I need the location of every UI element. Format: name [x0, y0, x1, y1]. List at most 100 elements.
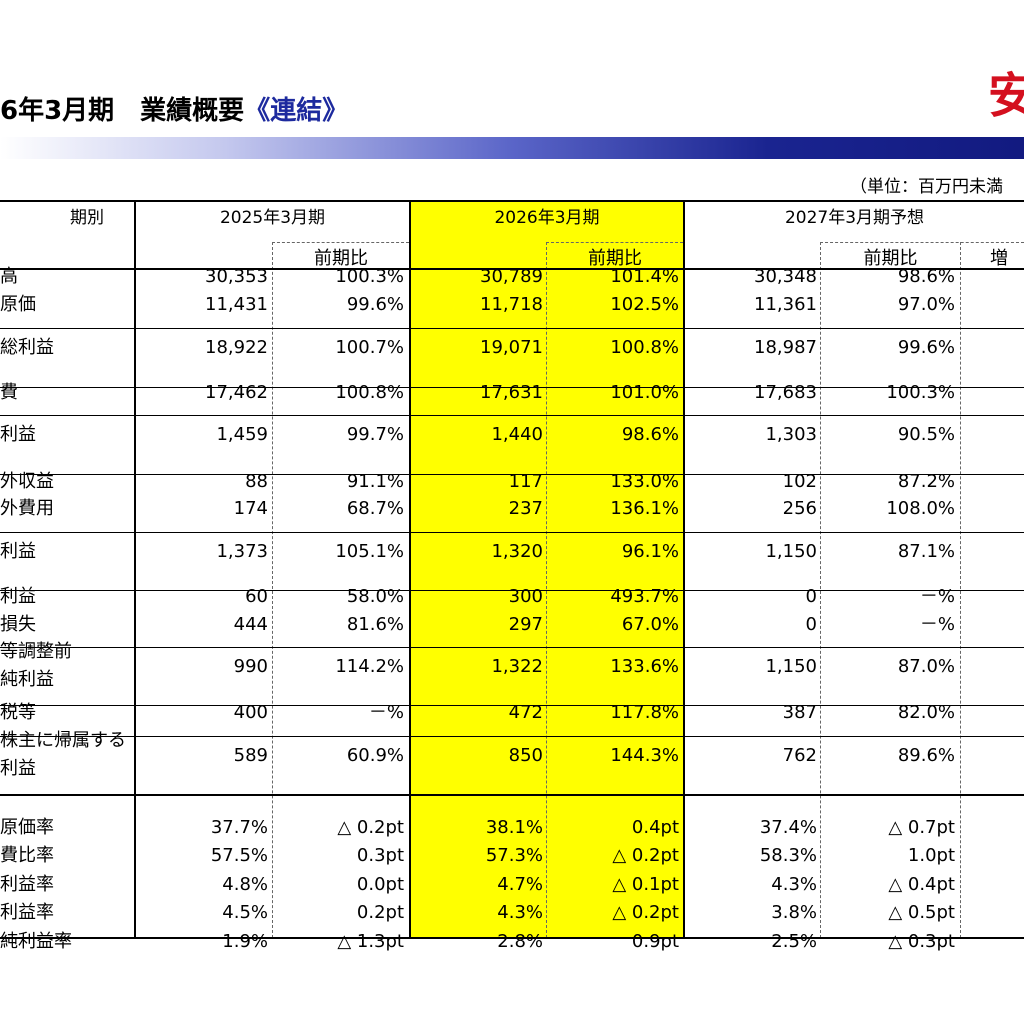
- table-cell-v26: 17,631: [480, 382, 543, 403]
- table-cell-r25: 0.2pt: [356, 902, 404, 923]
- table-cell-v26: 19,071: [480, 337, 543, 358]
- table-cell-v26: 472: [508, 702, 543, 723]
- row-label: 利益: [0, 424, 36, 445]
- row-label: 原価: [0, 294, 36, 315]
- table-cell-r26: 101.4%: [610, 266, 679, 287]
- row-label: 外収益: [0, 471, 54, 492]
- grid-line: [0, 647, 1024, 648]
- table-cell-r25: 99.6%: [346, 294, 404, 315]
- grid-line: [0, 415, 1024, 416]
- table-cell-r25: 99.7%: [346, 424, 404, 445]
- table-cell-v27: 18,987: [754, 337, 817, 358]
- grid-dash: [272, 242, 409, 243]
- table-cell-v27: 58.3%: [759, 845, 817, 866]
- table-cell-r26: △ 0.2pt: [612, 845, 679, 866]
- table-cell-v26: 2.8%: [497, 931, 543, 952]
- table-cell-v25: 30,353: [205, 266, 268, 287]
- table-cell-v25: 444: [233, 614, 268, 635]
- table-cell-v26: 850: [508, 745, 543, 766]
- table-cell-r25: △ 1.3pt: [337, 931, 404, 952]
- row-label: 純利益: [0, 669, 54, 690]
- table-cell-r25: 81.6%: [346, 614, 404, 635]
- row-label: 外費用: [0, 498, 54, 519]
- row-label: 利益: [0, 586, 36, 607]
- table-cell-v27: 4.3%: [771, 874, 817, 895]
- row-label: 利益率: [0, 902, 54, 923]
- table-cell-r26: 0.4pt: [631, 817, 679, 838]
- table-cell-v27: 256: [782, 498, 817, 519]
- table-cell-v26: 38.1%: [485, 817, 543, 838]
- header-yoy-2027: 前期比: [863, 248, 918, 269]
- row-label: 純利益率: [0, 931, 72, 952]
- table-cell-v26: 237: [508, 498, 543, 519]
- row-label: 利益: [0, 758, 36, 779]
- row-label: 原価率: [0, 817, 54, 838]
- table-cell-r25: 68.7%: [346, 498, 404, 519]
- table-cell-v25: 1,459: [216, 424, 268, 445]
- table-cell-v27: 30,348: [754, 266, 817, 287]
- row-label: 損失: [0, 614, 36, 635]
- table-cell-v25: 37.7%: [210, 817, 268, 838]
- grid-dash: [546, 242, 683, 243]
- table-cell-v25: 88: [245, 471, 268, 492]
- table-cell-r27: 87.1%: [897, 541, 955, 562]
- table-cell-r26: 67.0%: [621, 614, 679, 635]
- table-cell-r27: 97.0%: [897, 294, 955, 315]
- table-cell-r25: 58.0%: [346, 586, 404, 607]
- grid-line: [0, 532, 1024, 533]
- table-cell-v26: 1,440: [491, 424, 543, 445]
- table-cell-v26: 300: [508, 586, 543, 607]
- table-cell-v27: 17,683: [754, 382, 817, 403]
- grid-line: [0, 590, 1024, 591]
- table-cell-v27: 37.4%: [759, 817, 817, 838]
- table-cell-r26: 98.6%: [621, 424, 679, 445]
- header-yoy-2025: 前期比: [314, 248, 368, 269]
- header-yoy-2026: 前期比: [588, 248, 642, 269]
- table-cell-r27: －%: [919, 586, 955, 607]
- grid-line: [0, 328, 1024, 329]
- table-cell-v25: 18,922: [205, 337, 268, 358]
- table-cell-r26: △ 0.1pt: [612, 874, 679, 895]
- grid-line: [134, 200, 136, 938]
- table-cell-v25: 17,462: [205, 382, 268, 403]
- title-accent: 《連結》: [244, 96, 349, 126]
- grid-line: [0, 474, 1024, 475]
- table-cell-r27: 87.0%: [897, 656, 955, 677]
- table-cell-r27: 90.5%: [897, 424, 955, 445]
- table-cell-v27: 2.5%: [771, 931, 817, 952]
- table-cell-r26: 117.8%: [610, 702, 679, 723]
- grid-line: [0, 200, 1024, 202]
- table-cell-r26: 133.0%: [610, 471, 679, 492]
- table-cell-r26: 493.7%: [610, 586, 679, 607]
- table-cell-r25: 0.0pt: [356, 874, 404, 895]
- fy2026-highlight: [410, 200, 684, 938]
- grid-line: [409, 200, 411, 938]
- table-cell-v27: 387: [782, 702, 817, 723]
- title-text: 6年3月期 業績概要: [0, 96, 245, 126]
- table-cell-r27: 87.2%: [897, 471, 955, 492]
- row-label: 費比率: [0, 845, 54, 866]
- table-cell-v26: 117: [508, 471, 543, 492]
- table-cell-r27: 98.6%: [897, 266, 955, 287]
- table-cell-r27: 89.6%: [897, 745, 955, 766]
- table-cell-v26: 11,718: [480, 294, 543, 315]
- table-cell-v27: 1,150: [765, 656, 817, 677]
- table-cell-r26: 102.5%: [610, 294, 679, 315]
- table-cell-r27: △ 0.4pt: [888, 874, 955, 895]
- grid-line: [0, 387, 1024, 388]
- table-cell-v27: 762: [782, 745, 817, 766]
- row-label: 費: [0, 382, 18, 403]
- table-cell-r25: 91.1%: [346, 471, 404, 492]
- table-cell-v26: 30,789: [480, 266, 543, 287]
- table-cell-v25: 400: [233, 702, 268, 723]
- table-cell-v26: 4.3%: [497, 902, 543, 923]
- table-cell-v25: 589: [233, 745, 268, 766]
- row-label: 等調整前: [0, 641, 72, 662]
- table-cell-r26: 0.9pt: [631, 931, 679, 952]
- table-cell-r27: 1.0pt: [907, 845, 955, 866]
- header-period: 期別: [70, 208, 104, 228]
- grid-line: [0, 794, 1024, 796]
- table-cell-v27: 0: [805, 586, 817, 607]
- table-cell-r27: △ 0.3pt: [888, 931, 955, 952]
- company-logo: 安: [988, 68, 1024, 124]
